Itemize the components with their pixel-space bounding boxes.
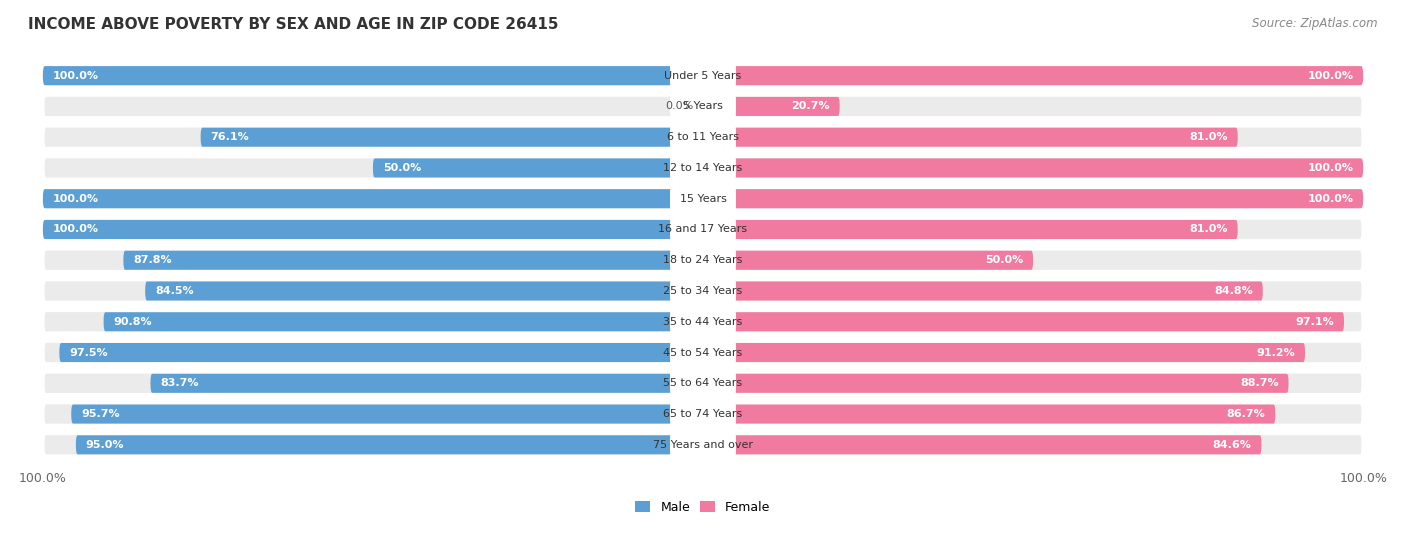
FancyBboxPatch shape (703, 189, 1364, 209)
FancyBboxPatch shape (671, 123, 735, 151)
FancyBboxPatch shape (42, 218, 1364, 241)
Text: 75 Years and over: 75 Years and over (652, 440, 754, 450)
FancyBboxPatch shape (671, 215, 735, 244)
FancyBboxPatch shape (42, 189, 703, 209)
Text: 45 to 54 Years: 45 to 54 Years (664, 348, 742, 358)
FancyBboxPatch shape (703, 312, 1344, 331)
Text: 100.0%: 100.0% (53, 194, 98, 203)
Text: INCOME ABOVE POVERTY BY SEX AND AGE IN ZIP CODE 26415: INCOME ABOVE POVERTY BY SEX AND AGE IN Z… (28, 17, 558, 32)
FancyBboxPatch shape (703, 66, 1364, 85)
Text: 20.7%: 20.7% (792, 101, 830, 111)
Text: Under 5 Years: Under 5 Years (665, 70, 741, 80)
Text: 100.0%: 100.0% (53, 70, 98, 80)
Text: 76.1%: 76.1% (211, 132, 249, 142)
Text: 97.5%: 97.5% (69, 348, 108, 358)
Text: 25 to 34 Years: 25 to 34 Years (664, 286, 742, 296)
Text: 50.0%: 50.0% (382, 163, 420, 173)
Text: 88.7%: 88.7% (1240, 378, 1278, 389)
Text: 15 Years: 15 Years (679, 194, 727, 203)
FancyBboxPatch shape (703, 127, 1237, 146)
FancyBboxPatch shape (671, 246, 735, 274)
FancyBboxPatch shape (703, 220, 1237, 239)
Text: 81.0%: 81.0% (1189, 225, 1227, 234)
FancyBboxPatch shape (671, 369, 735, 398)
FancyBboxPatch shape (42, 66, 703, 85)
Text: 81.0%: 81.0% (1189, 132, 1227, 142)
FancyBboxPatch shape (42, 95, 1364, 118)
Text: 86.7%: 86.7% (1226, 409, 1265, 419)
FancyBboxPatch shape (42, 249, 1364, 272)
Text: 0.0%: 0.0% (665, 101, 693, 111)
FancyBboxPatch shape (703, 435, 1261, 454)
FancyBboxPatch shape (703, 405, 1275, 424)
Text: 91.2%: 91.2% (1257, 348, 1295, 358)
FancyBboxPatch shape (373, 158, 703, 178)
FancyBboxPatch shape (671, 61, 735, 90)
FancyBboxPatch shape (671, 92, 735, 121)
Text: 84.5%: 84.5% (155, 286, 194, 296)
FancyBboxPatch shape (42, 433, 1364, 456)
Text: 84.8%: 84.8% (1215, 286, 1253, 296)
FancyBboxPatch shape (671, 400, 735, 429)
FancyBboxPatch shape (671, 430, 735, 459)
Legend: Male, Female: Male, Female (636, 501, 770, 514)
Text: 84.6%: 84.6% (1213, 440, 1251, 450)
Text: 35 to 44 Years: 35 to 44 Years (664, 317, 742, 327)
FancyBboxPatch shape (42, 341, 1364, 364)
FancyBboxPatch shape (703, 158, 1364, 178)
Text: 16 and 17 Years: 16 and 17 Years (658, 225, 748, 234)
Text: 50.0%: 50.0% (986, 255, 1024, 265)
FancyBboxPatch shape (703, 250, 1033, 270)
Text: Source: ZipAtlas.com: Source: ZipAtlas.com (1253, 17, 1378, 30)
Text: 95.7%: 95.7% (82, 409, 120, 419)
Text: 97.1%: 97.1% (1295, 317, 1334, 327)
FancyBboxPatch shape (42, 372, 1364, 395)
Text: 12 to 14 Years: 12 to 14 Years (664, 163, 742, 173)
FancyBboxPatch shape (42, 126, 1364, 149)
FancyBboxPatch shape (703, 282, 1263, 301)
FancyBboxPatch shape (703, 343, 1305, 362)
Text: 65 to 74 Years: 65 to 74 Years (664, 409, 742, 419)
FancyBboxPatch shape (671, 184, 735, 213)
FancyBboxPatch shape (124, 250, 703, 270)
Text: 5 Years: 5 Years (683, 101, 723, 111)
FancyBboxPatch shape (76, 435, 703, 454)
Text: 100.0%: 100.0% (1308, 163, 1353, 173)
FancyBboxPatch shape (42, 157, 1364, 179)
FancyBboxPatch shape (72, 405, 703, 424)
FancyBboxPatch shape (671, 307, 735, 336)
Text: 87.8%: 87.8% (134, 255, 172, 265)
Text: 95.0%: 95.0% (86, 440, 124, 450)
FancyBboxPatch shape (703, 97, 839, 116)
FancyBboxPatch shape (42, 187, 1364, 210)
FancyBboxPatch shape (42, 220, 703, 239)
FancyBboxPatch shape (671, 277, 735, 305)
Text: 100.0%: 100.0% (1308, 194, 1353, 203)
FancyBboxPatch shape (42, 402, 1364, 425)
Text: 55 to 64 Years: 55 to 64 Years (664, 378, 742, 389)
FancyBboxPatch shape (703, 374, 1288, 393)
Text: 6 to 11 Years: 6 to 11 Years (666, 132, 740, 142)
FancyBboxPatch shape (42, 310, 1364, 333)
FancyBboxPatch shape (42, 280, 1364, 302)
Text: 90.8%: 90.8% (114, 317, 152, 327)
FancyBboxPatch shape (59, 343, 703, 362)
FancyBboxPatch shape (145, 282, 703, 301)
Text: 100.0%: 100.0% (1308, 70, 1353, 80)
Text: 100.0%: 100.0% (53, 225, 98, 234)
FancyBboxPatch shape (671, 338, 735, 367)
FancyBboxPatch shape (150, 374, 703, 393)
FancyBboxPatch shape (671, 154, 735, 182)
Text: 18 to 24 Years: 18 to 24 Years (664, 255, 742, 265)
FancyBboxPatch shape (201, 127, 703, 146)
Text: 83.7%: 83.7% (160, 378, 198, 389)
FancyBboxPatch shape (42, 64, 1364, 87)
FancyBboxPatch shape (104, 312, 703, 331)
